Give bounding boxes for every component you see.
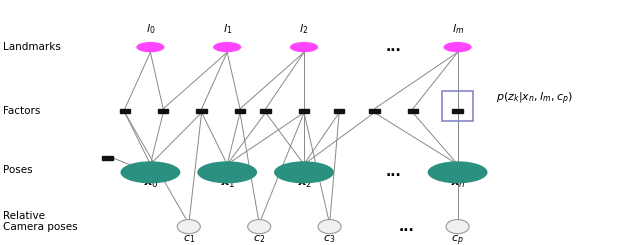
Bar [260,109,271,113]
Bar [299,109,309,113]
Text: ...: ... [386,40,401,54]
Text: Poses: Poses [3,165,33,175]
Ellipse shape [177,220,200,234]
Text: ...: ... [386,165,401,179]
Circle shape [274,161,334,183]
Text: $\mathbf{x}_0$: $\mathbf{x}_0$ [143,177,158,190]
Circle shape [428,161,488,183]
Ellipse shape [248,220,271,234]
Ellipse shape [446,220,469,234]
Ellipse shape [318,220,341,234]
Bar [120,109,130,113]
Text: $l_1$: $l_1$ [223,22,232,36]
Text: Landmarks: Landmarks [3,42,61,52]
Bar [452,109,463,113]
Bar [369,109,380,113]
Circle shape [290,42,318,52]
Text: $\mathbf{x}_2$: $\mathbf{x}_2$ [296,177,312,190]
Circle shape [120,161,180,183]
Bar [235,109,245,113]
Bar [334,109,344,113]
Text: ...: ... [399,220,414,234]
Text: Relative
Camera poses: Relative Camera poses [3,211,78,232]
Text: $\mathbf{x}_1$: $\mathbf{x}_1$ [220,177,235,190]
Bar [158,109,168,113]
Text: $c_2$: $c_2$ [253,233,266,245]
Text: $c_1$: $c_1$ [182,233,195,245]
Text: Factors: Factors [3,106,40,116]
Text: $l_m$: $l_m$ [452,22,463,36]
Circle shape [136,42,164,52]
Circle shape [444,42,472,52]
Text: $l_2$: $l_2$ [300,22,308,36]
Text: $l_0$: $l_0$ [146,22,155,36]
Text: $c_p$: $c_p$ [451,233,464,245]
Bar [408,109,418,113]
Bar [102,156,113,160]
Bar [196,109,207,113]
Circle shape [213,42,241,52]
Text: $\mathbf{x}_n$: $\mathbf{x}_n$ [450,177,465,190]
Text: $c_3$: $c_3$ [323,233,336,245]
Circle shape [197,161,257,183]
Bar [442,91,473,122]
Text: $p(z_k|x_n, l_m, c_p)$: $p(z_k|x_n, l_m, c_p)$ [496,91,573,107]
